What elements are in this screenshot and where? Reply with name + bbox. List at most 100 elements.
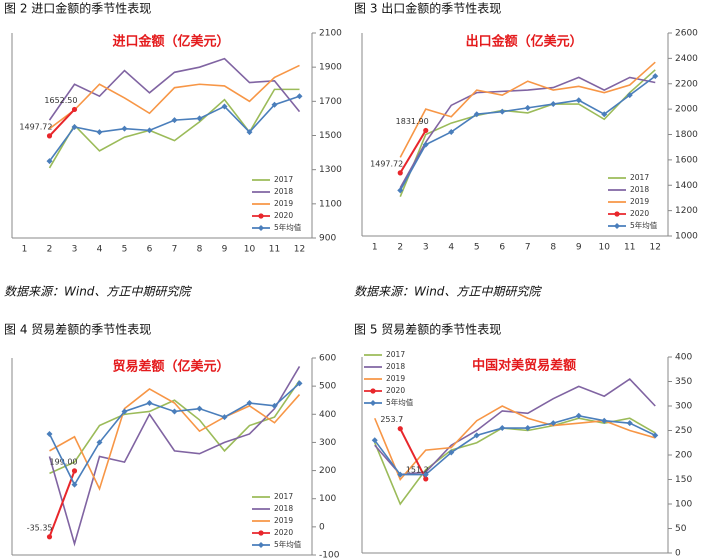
y-tick-label: 1100 (319, 199, 342, 209)
y-tick-label: 150 (675, 475, 692, 485)
point-marker (71, 123, 78, 130)
point-marker (46, 158, 53, 165)
series-line (49, 380, 301, 475)
legend-label: 2018 (630, 185, 649, 194)
y-tick-label: 2400 (675, 54, 698, 64)
y-tick-label: 100 (675, 500, 692, 510)
x-tick-label: 11 (269, 245, 280, 255)
point-marker (258, 530, 264, 536)
point-marker (96, 439, 103, 446)
legend-label: 2020 (274, 528, 293, 537)
point-marker (71, 106, 78, 113)
series-line (399, 129, 427, 174)
point-marker (258, 225, 264, 231)
y-tick-label: -100 (319, 551, 340, 560)
point-marker (246, 400, 253, 407)
x-tick-label: 7 (525, 243, 531, 253)
series-line (399, 75, 656, 191)
y-tick-label: 600 (319, 354, 336, 364)
series-line (48, 470, 76, 538)
data-label: 1831.90 (396, 117, 429, 126)
y-tick-label: 1700 (319, 97, 342, 107)
y-tick-label: 1600 (675, 155, 698, 165)
point-marker (397, 187, 404, 194)
y-tick-label: 50 (675, 524, 687, 534)
legend-label: 2020 (630, 209, 649, 218)
legend-label: 2018 (274, 187, 293, 196)
series-line (48, 88, 300, 169)
x-tick-label: 6 (147, 245, 153, 255)
series-line (48, 366, 301, 547)
x-tick-label: 10 (244, 245, 256, 255)
series-line (48, 95, 300, 162)
point-marker (524, 425, 531, 432)
legend-label: 2017 (274, 175, 293, 184)
point-marker (652, 73, 659, 80)
point-marker (473, 432, 480, 439)
series-line (399, 69, 656, 197)
y-tick-label: 0 (319, 522, 325, 532)
figure-caption: 图 4 贸易差额的季节性表现 (4, 322, 151, 337)
point-marker (221, 103, 228, 110)
y-tick-label: 2600 (675, 29, 698, 39)
point-marker (652, 432, 659, 439)
y-tick-label: 1000 (675, 232, 698, 242)
x-tick-label: 7 (172, 245, 178, 255)
point-marker (196, 115, 203, 122)
y-tick-label: 1500 (319, 131, 342, 141)
point-marker (601, 111, 608, 118)
data-label: -35.35 (27, 523, 53, 532)
y-tick-label: 300 (319, 438, 336, 448)
data-label: 1497.72 (370, 159, 403, 168)
point-marker (423, 476, 429, 482)
point-marker (626, 92, 633, 99)
point-marker (371, 437, 378, 444)
series-line (48, 382, 301, 487)
x-tick-label: 3 (72, 245, 78, 255)
data-label: 151.2 (406, 465, 429, 474)
legend-label: 2018 (386, 362, 405, 371)
legend-label: 2019 (386, 374, 405, 383)
figure-caption: 图 5 贸易差额的季节性表现 (354, 322, 501, 337)
x-tick-label: 9 (222, 245, 228, 255)
y-tick-label: 2200 (675, 79, 698, 89)
point-marker (46, 534, 53, 540)
x-tick-label: 8 (197, 245, 203, 255)
x-tick-label: 5 (122, 245, 128, 255)
data-label: 1497.72 (19, 122, 52, 131)
x-tick-label: 8 (550, 243, 556, 253)
point-marker (146, 127, 153, 134)
point-marker (296, 93, 303, 100)
point-marker (614, 223, 620, 229)
series-line (374, 414, 656, 476)
x-tick-label: 11 (624, 243, 635, 253)
point-marker (397, 426, 403, 432)
series-line (399, 61, 656, 158)
point-marker (370, 388, 376, 394)
point-marker (296, 380, 303, 387)
point-marker (524, 104, 531, 111)
x-tick-label: 2 (397, 243, 403, 253)
legend-label: 5年均值 (386, 397, 414, 407)
y-tick-label: 1900 (319, 63, 342, 73)
x-tick-label: 1 (22, 245, 28, 255)
chart-title: 中国对美贸易差额 (472, 358, 576, 374)
y-tick-label: 0 (675, 549, 681, 559)
series-line (49, 387, 301, 492)
point-marker (171, 117, 178, 124)
legend-label: 2020 (386, 386, 405, 395)
point-marker (626, 420, 633, 427)
x-tick-label: 6 (499, 243, 505, 253)
legend-label: 2017 (274, 492, 293, 501)
x-tick-label: 1 (372, 243, 378, 253)
source-note: 数据来源：Wind、方正中期研究院 (4, 285, 192, 299)
legend-label: 5年均值 (274, 222, 302, 232)
legend-label: 2019 (274, 199, 293, 208)
series-line (399, 428, 427, 480)
point-marker (448, 128, 455, 135)
y-tick-label: 200 (319, 466, 336, 476)
point-marker (423, 127, 429, 134)
point-marker (196, 405, 203, 412)
y-tick-label: 300 (675, 402, 692, 412)
chart-title: 出口金额（亿美元） (466, 34, 583, 50)
